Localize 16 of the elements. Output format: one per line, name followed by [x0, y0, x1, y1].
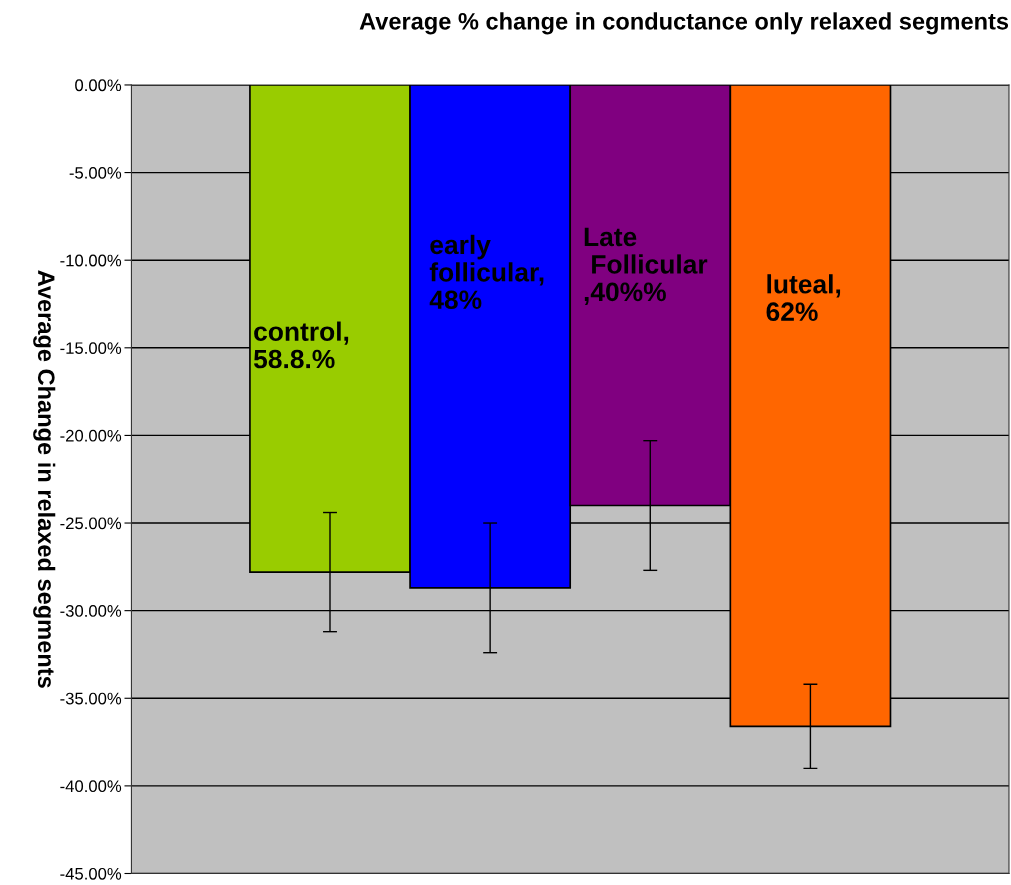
y-tick-label: -10.00%	[60, 254, 122, 267]
annotation: luteal, 62%	[766, 274, 841, 322]
annotation: Late Follicular ,40%%	[584, 227, 708, 306]
y-axis-title: Average Change in relaxed segments	[33, 270, 56, 688]
annotation: early follicular, 48%	[429, 234, 544, 310]
y-tick-label: -25.00%	[60, 517, 122, 530]
annotation: control, 58.8.%	[253, 321, 349, 369]
chart-title: Average % change in conductance only relaxed segments	[359, 12, 1009, 35]
y-tick-label: -30.00%	[60, 605, 122, 617]
y-tick-label: -35.00%	[60, 692, 122, 705]
y-tick-label: -15.00%	[60, 342, 122, 355]
y-tick-label: -20.00%	[60, 429, 122, 442]
y-tick-label: 0.00%	[75, 79, 122, 92]
y-tick-label: -5.00%	[69, 166, 122, 179]
y-tick-label: -40.00%	[60, 780, 122, 793]
y-tick-label: -45.00%	[60, 867, 122, 880]
